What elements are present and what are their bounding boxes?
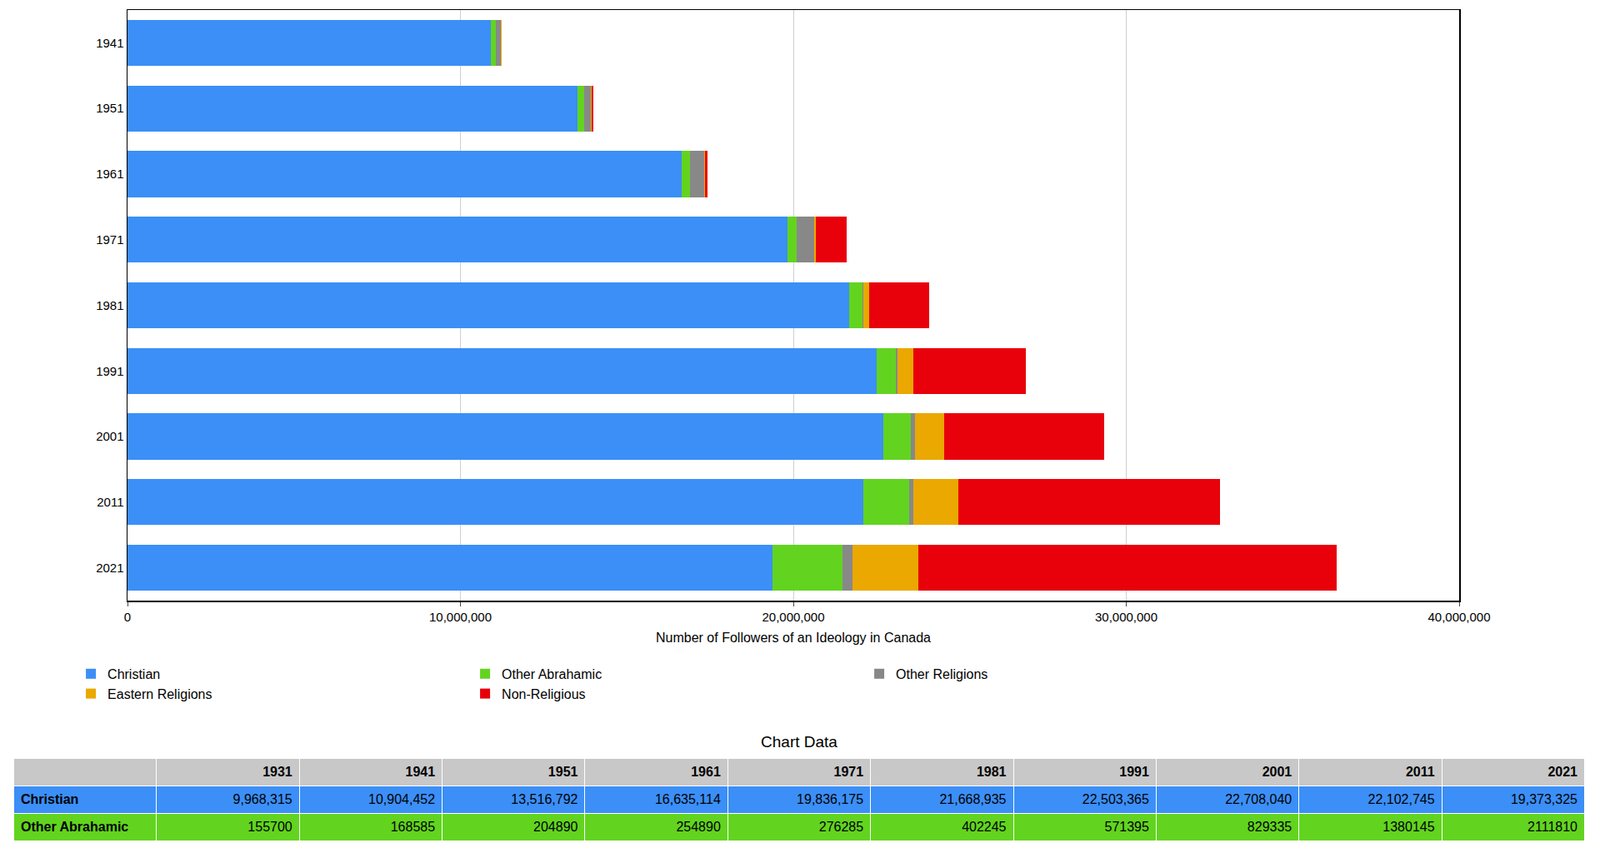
html-text:22,708,040: 22,708,040	[1225, 792, 1292, 807]
html-text:1991: 1991	[1119, 765, 1150, 780]
html-text:254890: 254890	[676, 820, 721, 835]
html-text:1981: 1981	[976, 765, 1007, 780]
html-text:1951: 1951	[548, 765, 578, 780]
html-text:155700: 155700	[247, 820, 293, 835]
html-text:Chart Data: Chart Data	[760, 733, 838, 751]
html-text:1380145: 1380145	[1382, 820, 1435, 835]
html-text:19,836,175: 19,836,175	[796, 792, 864, 807]
html-text:19,373,325: 19,373,325	[1510, 792, 1578, 807]
html-text:10,904,452: 10,904,452	[368, 792, 436, 807]
html-text:204890: 204890	[533, 820, 578, 835]
html-text:16,635,114: 16,635,114	[654, 792, 721, 807]
html-text:168585: 168585	[390, 820, 436, 835]
svg-text:0: 0	[124, 610, 131, 625]
svg-text:2011: 2011	[96, 495, 124, 510]
html-text:276285: 276285	[819, 820, 864, 835]
html-text:402245: 402245	[961, 820, 1007, 835]
html-text:2011: 2011	[1405, 765, 1435, 780]
html-text:571395: 571395	[1104, 820, 1150, 835]
svg-text:Number of Followers of an Ideo: Number of Followers of an Ideology in Ca…	[655, 630, 931, 645]
svg-text:Other Abrahamic: Other Abrahamic	[501, 667, 602, 682]
html-text:Other Abrahamic: Other Abrahamic	[20, 820, 129, 835]
html-text:21,668,935: 21,668,935	[939, 792, 1007, 807]
html-text:22,102,745: 22,102,745	[1367, 792, 1435, 807]
html-text:1961: 1961	[691, 765, 721, 780]
svg-text:1951: 1951	[95, 100, 124, 115]
html-text:Christian: Christian	[20, 792, 79, 807]
html-text:13,516,792: 13,516,792	[511, 792, 578, 807]
svg-text:1961: 1961	[95, 166, 124, 181]
html-text:22,503,365: 22,503,365	[1082, 792, 1150, 807]
svg-text:1941: 1941	[95, 35, 124, 50]
svg-text:1981: 1981	[95, 298, 124, 313]
svg-text:Other Religions: Other Religions	[895, 667, 988, 682]
svg-text:40,000,000: 40,000,000	[1427, 610, 1490, 625]
html-text:2111810: 2111810	[1527, 820, 1578, 835]
svg-text:10,000,000: 10,000,000	[429, 610, 492, 625]
svg-text:Eastern Religions: Eastern Religions	[107, 687, 212, 702]
html-text:2001: 2001	[1262, 765, 1292, 780]
html-text:829335: 829335	[1247, 820, 1292, 835]
svg-text:30,000,000: 30,000,000	[1095, 610, 1158, 625]
html-text:1931: 1931	[262, 765, 293, 780]
svg-text:2021: 2021	[95, 560, 124, 575]
svg-text:2001: 2001	[95, 429, 124, 444]
svg-text:20,000,000: 20,000,000	[761, 610, 825, 625]
svg-text:1971: 1971	[95, 232, 124, 247]
html-text:1941: 1941	[405, 765, 436, 780]
svg-text:1991: 1991	[95, 364, 124, 379]
html-text:2021: 2021	[1547, 765, 1578, 780]
html-text:9,968,315: 9,968,315	[232, 792, 293, 807]
svg-text:Christian: Christian	[107, 667, 160, 682]
svg-text:Non-Religious: Non-Religious	[501, 687, 586, 702]
html-text:1971: 1971	[833, 765, 864, 780]
